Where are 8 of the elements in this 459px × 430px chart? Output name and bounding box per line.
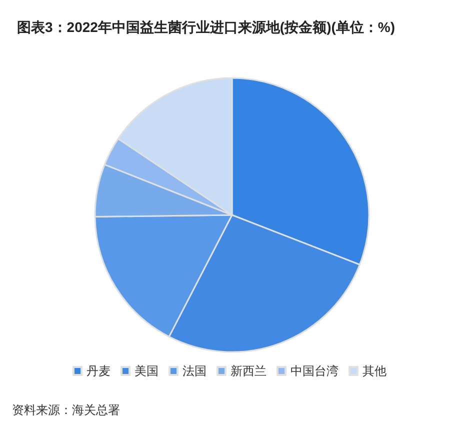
legend-label: 其他	[362, 364, 386, 378]
legend-label: 丹麦	[86, 364, 110, 378]
legend-label: 新西兰	[230, 364, 266, 378]
chart-title: 图表3：2022年中国益生菌行业进口来源地(按金额)(单位：%)	[17, 19, 396, 35]
legend-label: 法国	[182, 364, 206, 378]
text: 资料来源：海关总署	[12, 403, 120, 417]
legend-label: 中国台湾	[290, 364, 338, 378]
legend-label: 美国	[134, 364, 158, 378]
